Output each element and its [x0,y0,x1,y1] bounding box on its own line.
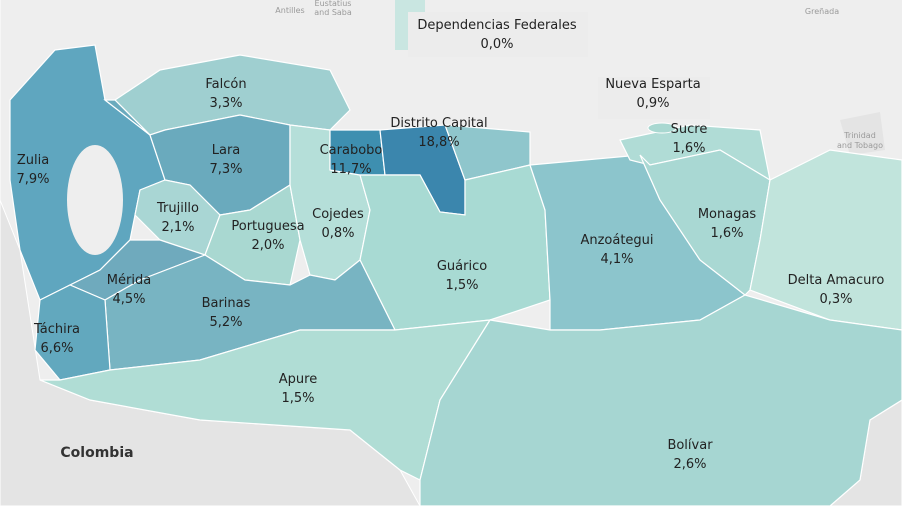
state-name: Sucre [671,122,708,137]
state-name: Monagas [698,207,757,222]
state-name: Apure [279,372,317,387]
state-share: 2,6% [673,457,706,472]
state-name: Zulia [17,153,49,168]
state-share: 0,9% [636,96,669,111]
trinidad-land [840,112,885,155]
state-name: Bolívar [667,438,713,453]
state-name: Carabobo [320,143,383,158]
state-name: Lara [212,143,241,158]
state-share: 0,3% [819,292,852,307]
state-share: 6,6% [40,341,73,356]
state-name: Táchira [33,322,80,337]
state-name: Dependencias Federales [417,18,577,33]
state-name: Anzoátegui [580,233,653,248]
state-name: Falcón [205,77,246,92]
state-share: 7,3% [209,162,242,177]
state-share: 3,3% [209,96,242,111]
label-box [408,12,588,57]
state-share: 0,8% [321,226,354,241]
nueva-esparta [647,122,677,134]
state-share: 4,5% [112,292,145,307]
bg-label: and Saba [314,8,352,17]
bg-label: Antilles [275,6,304,15]
state-share: 18,8% [418,135,459,150]
bolivar [419,294,902,506]
label-box [598,77,710,119]
state-name: Barinas [202,296,251,311]
state-labels: Dependencias Federales 0,0% Falcón 3,3% Nuev… [16,18,884,472]
state-share: 1,6% [710,226,743,241]
country-label: Colombia [60,445,133,461]
state-name: Delta Amacuro [788,273,885,288]
state-name: Portuguesa [231,219,304,234]
state-share: 2,1% [161,220,194,235]
bg-label: Trinidad [843,131,876,140]
state-share: 1,5% [281,391,314,406]
bg-label: and Tobago [837,141,883,150]
state-share: 5,2% [209,315,242,330]
bg-label: Greñada [805,7,839,16]
state-share: 4,1% [600,252,633,267]
state-name: Guárico [437,259,487,274]
state-name: Mérida [107,273,151,288]
state-share: 1,5% [445,278,478,293]
state-share: 1,6% [672,141,705,156]
state-share: 7,9% [16,172,49,187]
state-share: 2,0% [251,238,284,253]
state-share: 11,7% [330,162,371,177]
state-name: Trujillo [156,201,199,216]
state-name: Cojedes [312,207,364,222]
bg-label: Eustatius [315,0,352,8]
state-name: Distrito Capital [390,116,487,131]
state-name: Nueva Esparta [605,77,700,92]
state-share: 0,0% [480,37,513,52]
lake-maracaibo [67,145,123,255]
